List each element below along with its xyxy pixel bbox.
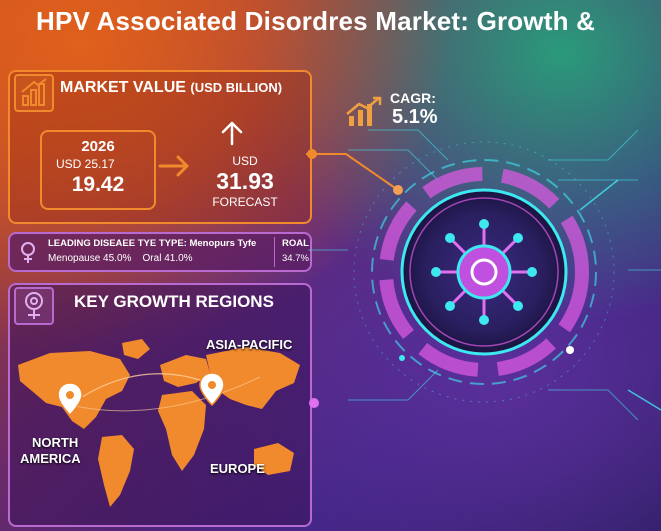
pin-europe-icon — [199, 372, 225, 407]
arrow-up-icon — [220, 120, 244, 151]
gender-icon — [16, 240, 40, 269]
disease-type-heading: LEADING DISEAEE TYE TYPE: Menopurs Tyfe — [48, 238, 257, 249]
virus-ring-graphic — [308, 120, 661, 445]
roal-label: ROAL — [282, 238, 309, 249]
divider — [274, 237, 275, 267]
current-usd-label: USD 25.17 — [56, 157, 115, 171]
forecast-value: 31.93 — [216, 168, 274, 194]
key-regions-panel: KEY GROWTH REGIONS ASIA-PACIFIC NORTH AM… — [8, 283, 312, 527]
north-label: NORTH — [32, 435, 79, 450]
america-label: AMERICA — [20, 451, 81, 466]
year-label: 2026 — [81, 138, 115, 155]
disease-type-bar: LEADING DISEAEE TYE TYPE: Menopurs Tyfe … — [8, 232, 312, 272]
europe-label: EUROPE — [210, 461, 265, 476]
asia-pacific-label: ASIA-PACIFIC — [206, 337, 293, 352]
globe-pin-icon — [14, 287, 54, 325]
current-value: 19.42 — [71, 173, 125, 196]
market-value-header: MARKET VALUE (USD BILLION) — [60, 79, 283, 96]
menopause-value: Menopause 45.0% — [48, 253, 132, 264]
arrow-right-icon — [158, 154, 192, 183]
cagr-value: 5.1% — [392, 106, 438, 128]
forecast-unit: USD — [232, 154, 258, 168]
roal-value: 34.7% — [282, 253, 309, 264]
growth-chart-icon — [345, 96, 385, 133]
disease-type-values: Menopause 45.0% Oral 41.0% — [48, 253, 193, 264]
world-map — [18, 339, 300, 507]
key-regions-header: KEY GROWTH REGIONS — [74, 292, 274, 311]
pin-north-america-icon — [57, 382, 83, 417]
current-value-box: 2026 USD 25.17 19.42 — [40, 130, 156, 210]
connector-line — [306, 149, 403, 195]
cagr-label: CAGR: — [390, 90, 436, 106]
oral-value: Oral 41.0% — [142, 253, 193, 264]
bar-chart-icon — [14, 74, 54, 112]
forecast-label: FORECAST — [212, 195, 278, 209]
forecast-block: USD 31.93 FORECAST — [190, 154, 300, 209]
market-value-panel: MARKET VALUE (USD BILLION) 2026 USD 25.1… — [8, 70, 312, 224]
page-title: HPV Associated Disordres Market: Growth … — [36, 6, 596, 36]
